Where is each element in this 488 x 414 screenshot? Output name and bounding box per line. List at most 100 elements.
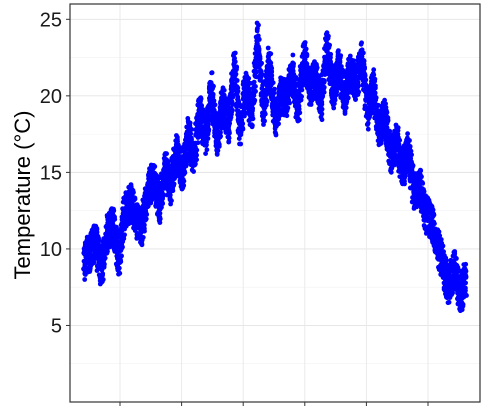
data-point-cloud [372, 90, 378, 96]
data-point-cloud [226, 134, 232, 140]
data-point [405, 148, 411, 154]
data-point-cloud [285, 105, 291, 111]
data-point-cloud [262, 118, 267, 124]
data-point-cloud [230, 107, 235, 113]
data-point-cloud [303, 46, 309, 52]
plot-panel-border [69, 3, 481, 403]
data-point [324, 41, 330, 47]
data-point [446, 284, 451, 290]
data-point-cloud [287, 91, 293, 96]
data-points [81, 20, 469, 314]
data-point-cloud [446, 299, 452, 305]
data-point-cloud [409, 152, 414, 158]
data-point-cloud [246, 76, 252, 81]
data-point [255, 35, 260, 41]
data-point-cloud [287, 100, 292, 106]
data-point [382, 114, 388, 120]
data-point [365, 108, 370, 114]
data-point-cloud [112, 216, 118, 222]
data-point-cloud [236, 136, 242, 142]
data-point-cloud [463, 261, 469, 267]
data-point-cloud [132, 196, 138, 202]
data-point-cloud [419, 174, 424, 180]
data-point-cloud [405, 131, 410, 137]
data-point-cloud [140, 235, 146, 240]
data-point-cloud [319, 106, 325, 112]
data-point-cloud [254, 26, 260, 32]
data-point-cloud [217, 134, 223, 140]
data-point-cloud [355, 88, 361, 94]
data-point [330, 90, 336, 96]
data-point-cloud [253, 74, 258, 79]
data-point-cloud [321, 89, 327, 95]
data-point-cloud [239, 120, 245, 126]
data-point-cloud [259, 72, 265, 78]
data-point-cloud [302, 40, 308, 45]
data-point [295, 107, 301, 112]
data-point-cloud [319, 117, 325, 123]
data-point [261, 104, 266, 109]
data-point-cloud [382, 101, 388, 106]
data-point-cloud [436, 229, 442, 235]
data-point-cloud [253, 84, 258, 89]
data-point-cloud [272, 86, 277, 92]
data-point [203, 136, 208, 142]
data-point-cloud [240, 125, 246, 131]
data-point-cloud [139, 242, 145, 248]
y-axis-ticks: 5 10 15 20 25 [40, 9, 70, 337]
data-point-cloud [328, 55, 333, 60]
data-point [388, 151, 394, 157]
data-point-cloud [418, 168, 424, 174]
data-point [243, 81, 249, 86]
data-point-cloud [230, 94, 236, 100]
data-point [232, 64, 237, 70]
data-point-cloud [325, 35, 331, 41]
data-point-cloud [269, 73, 275, 78]
data-point-cloud [257, 56, 263, 62]
data-point-cloud [407, 144, 413, 149]
data-point-cloud [181, 178, 187, 184]
data-point-cloud [100, 277, 106, 282]
data-point-cloud [191, 169, 197, 174]
data-point [411, 191, 417, 197]
data-point-cloud [157, 220, 163, 226]
data-point-cloud [262, 95, 268, 101]
data-point-cloud [295, 116, 301, 122]
data-point-cloud [208, 80, 214, 85]
data-point-cloud [271, 91, 277, 96]
y-tick-label: 25 [40, 9, 62, 31]
data-point [336, 62, 342, 68]
data-point [347, 70, 353, 76]
data-point-cloud [206, 126, 212, 132]
data-point-cloud [235, 85, 241, 91]
data-point-cloud [188, 136, 194, 142]
data-point-cloud [361, 58, 367, 63]
data-point [237, 130, 243, 136]
data-point-cloud [193, 147, 199, 153]
data-point-cloud [450, 290, 455, 296]
data-point [272, 116, 278, 122]
data-point [197, 110, 203, 116]
data-point-cloud [164, 151, 170, 157]
data-point-cloud [438, 237, 444, 242]
data-point-cloud [440, 243, 446, 249]
data-point [278, 93, 284, 99]
data-point-cloud [270, 80, 276, 86]
data-point-cloud [273, 131, 279, 136]
data-point-cloud [111, 208, 117, 214]
data-point-cloud [387, 128, 393, 134]
data-point-cloud [463, 268, 469, 274]
data-point-cloud [347, 53, 353, 59]
data-point-cloud [342, 111, 348, 116]
data-point-cloud [293, 75, 299, 80]
data-point-cloud [262, 109, 267, 115]
data-point-cloud [232, 50, 238, 56]
data-point [220, 99, 226, 105]
data-point-cloud [298, 93, 304, 99]
data-point-cloud [102, 255, 108, 261]
y-tick-label: 5 [51, 315, 62, 337]
data-point-cloud [198, 95, 204, 101]
data-point-cloud [185, 116, 191, 121]
data-point-cloud [291, 63, 296, 69]
data-point [417, 182, 423, 188]
